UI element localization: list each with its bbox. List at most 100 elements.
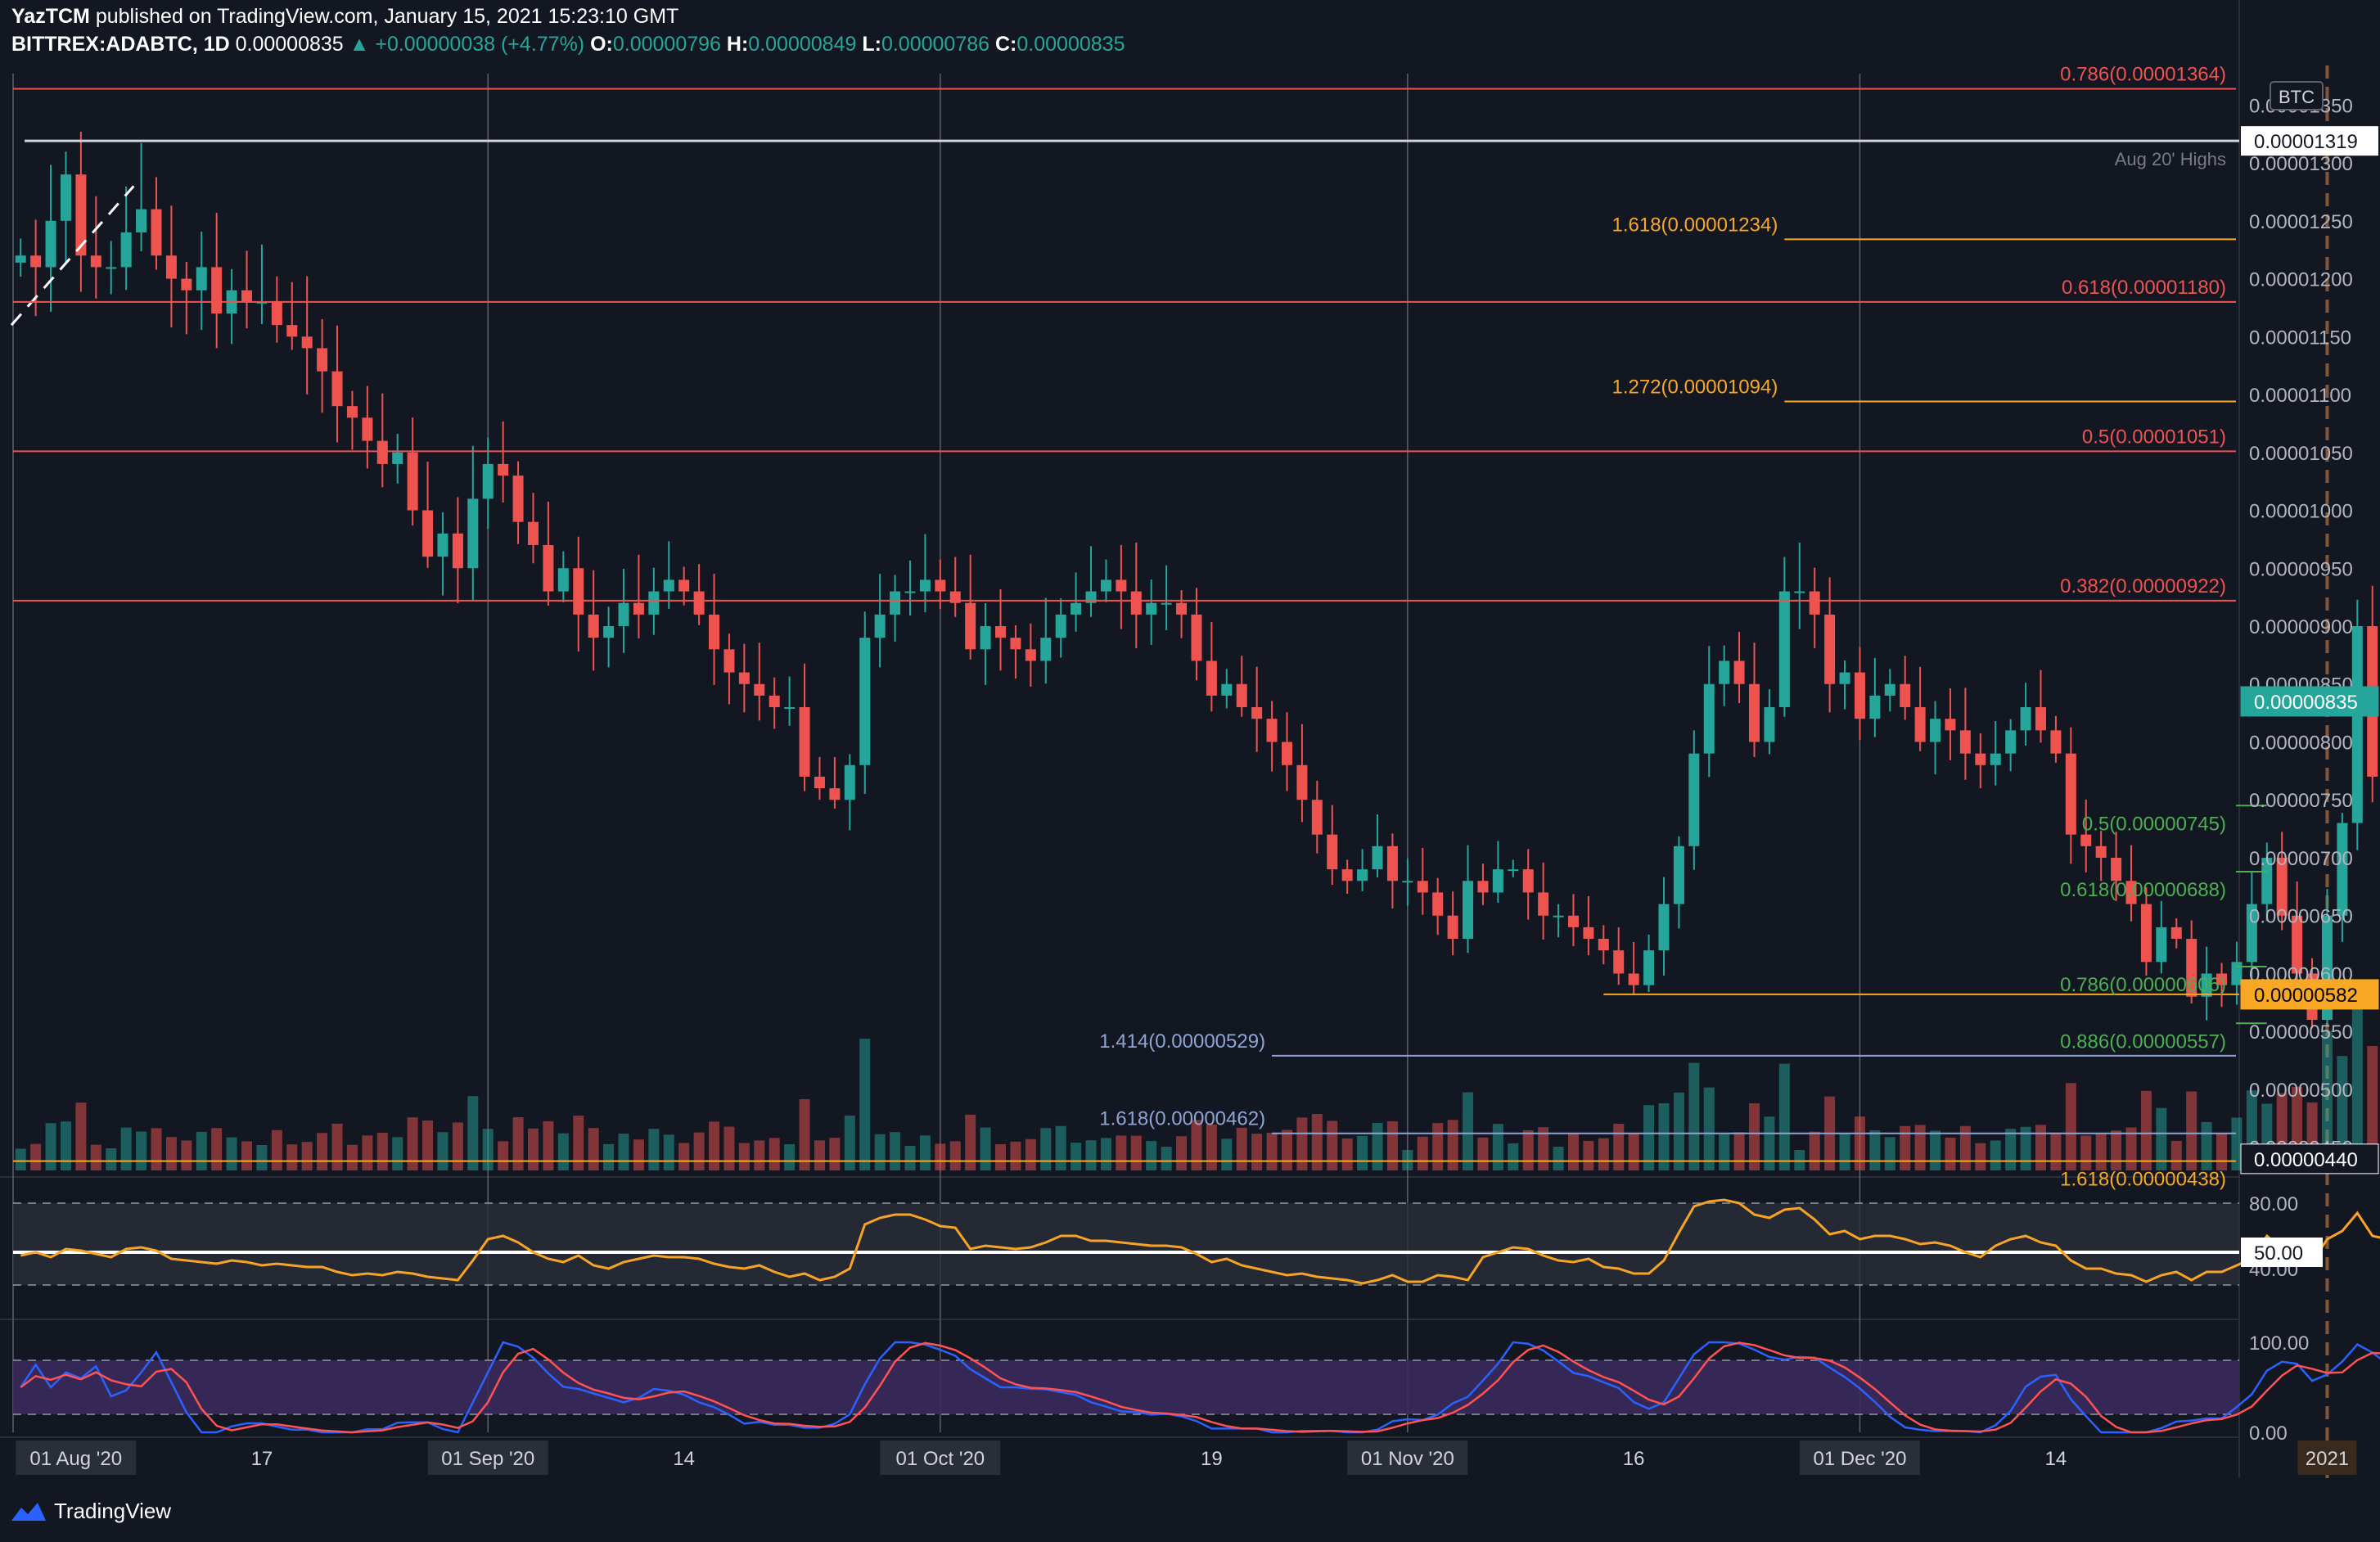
volume-bar (1794, 1150, 1805, 1170)
candle-body (2005, 730, 2017, 754)
fib-label: 0.5(0.00000745) (2082, 813, 2226, 835)
x-tick-label: 01 Nov '20 (1361, 1448, 1454, 1470)
candle-body (1628, 973, 1639, 985)
candle-body (1417, 881, 1428, 893)
x-label-box (1347, 1441, 1468, 1475)
candle-body (2216, 973, 2228, 985)
volume-bar (2125, 1127, 2137, 1170)
volume-bar (2065, 1083, 2076, 1170)
candle-body (738, 672, 750, 684)
volume-bar (165, 1137, 177, 1170)
candle-body (2261, 857, 2273, 904)
candle-body (317, 348, 328, 372)
volume-bar (2367, 1046, 2378, 1170)
candle-body (1206, 661, 1217, 696)
volume-bar (196, 1131, 207, 1170)
volume-bar (136, 1131, 147, 1170)
price-tick-label: 0.00000800 (2249, 732, 2353, 754)
candle-body (1945, 719, 1956, 731)
volume-bar (829, 1138, 841, 1170)
candle-body (1341, 869, 1353, 881)
volume-bar (1975, 1143, 1986, 1170)
volume-bar (874, 1134, 886, 1170)
volume-bar (226, 1137, 237, 1170)
candle-body (1809, 591, 1820, 615)
candle-body (723, 649, 735, 673)
candle-body (1176, 602, 1188, 615)
volume-bar (814, 1140, 825, 1170)
volume-bar (1100, 1138, 1111, 1170)
candle-body (512, 476, 524, 522)
candle-body (106, 267, 117, 269)
x-tick-label: 01 Aug '20 (29, 1448, 122, 1470)
candle-body (769, 695, 780, 708)
volume-bar (362, 1135, 373, 1170)
candle-body (1703, 683, 1715, 754)
rsi-value-tag (2241, 1238, 2323, 1267)
candle-body (874, 614, 886, 638)
volume-bar (1930, 1130, 1941, 1170)
x-tick-label: 16 (1623, 1448, 1645, 1470)
candle-body (15, 255, 26, 263)
volume-bar (949, 1141, 961, 1170)
candle-body (136, 209, 147, 232)
candle-body (90, 255, 101, 268)
volume-bar (512, 1117, 524, 1170)
symbol-legend: BITTREX:ADABTC, 1D 0.00000835 ▲ +0.00000… (11, 33, 1125, 56)
volume-bar (271, 1129, 282, 1170)
volume-bar (859, 1039, 871, 1170)
candle-body (331, 371, 343, 407)
candle-body (452, 533, 463, 569)
candle-body (1055, 614, 1066, 638)
candle-body (1794, 591, 1805, 593)
candle-body (1522, 869, 1534, 893)
volume-bar (181, 1140, 192, 1170)
currency-badge[interactable] (2270, 81, 2324, 110)
volume-bar (1869, 1130, 1881, 1170)
candle-body (467, 498, 479, 569)
x-tick-label: 01 Dec '20 (1813, 1448, 1906, 1470)
volume-bar (241, 1141, 253, 1170)
volume-bar (1357, 1135, 1368, 1170)
candle-body (1116, 579, 1127, 592)
candle-body (1025, 649, 1036, 661)
stoch-d-line (20, 1341, 2380, 1434)
tradingview-brand[interactable]: TradingView (10, 1499, 171, 1524)
volume-bar (407, 1117, 418, 1170)
symbol-name[interactable]: BITTREX:ADABTC, 1D (11, 33, 230, 56)
author-name[interactable]: YazTCM (11, 5, 90, 28)
volume-bar (346, 1144, 358, 1170)
candle-body (1839, 672, 1850, 684)
volume-bar (106, 1148, 117, 1170)
candle-body (1778, 591, 1790, 708)
candle-body (346, 406, 358, 418)
volume-bar (1643, 1105, 1655, 1170)
volume-bar (467, 1096, 479, 1170)
candle-body (1402, 881, 1413, 883)
fib-label: 1.414(0.00000529) (1099, 1030, 1265, 1053)
volume-bar (1010, 1141, 1021, 1170)
volume-bar (1583, 1140, 1594, 1170)
candle-body (588, 614, 599, 638)
volume-bar (1161, 1147, 1172, 1170)
price-tag-label: 0.00000582 (2254, 985, 2358, 1007)
volume-bar (1176, 1136, 1188, 1170)
volume-bar (1598, 1138, 1609, 1170)
candle-body (1372, 845, 1383, 870)
candle-body (2337, 823, 2348, 916)
x-tick-label: 14 (673, 1448, 695, 1470)
candle-body (1100, 579, 1111, 592)
volume-bar (2351, 982, 2363, 1170)
volume-bar (2231, 1117, 2243, 1170)
candle-body (904, 591, 916, 593)
volume-bar (1447, 1120, 1458, 1170)
volume-bar (1296, 1117, 1308, 1170)
price-tag (2240, 979, 2379, 1010)
candle-body (1583, 927, 1594, 940)
stoch-tick-label: 0.00 (2249, 1423, 2288, 1445)
candle-body (1658, 904, 1670, 951)
candle-body (2035, 707, 2046, 731)
candle-body (980, 626, 991, 650)
candle-body (1688, 753, 1700, 846)
